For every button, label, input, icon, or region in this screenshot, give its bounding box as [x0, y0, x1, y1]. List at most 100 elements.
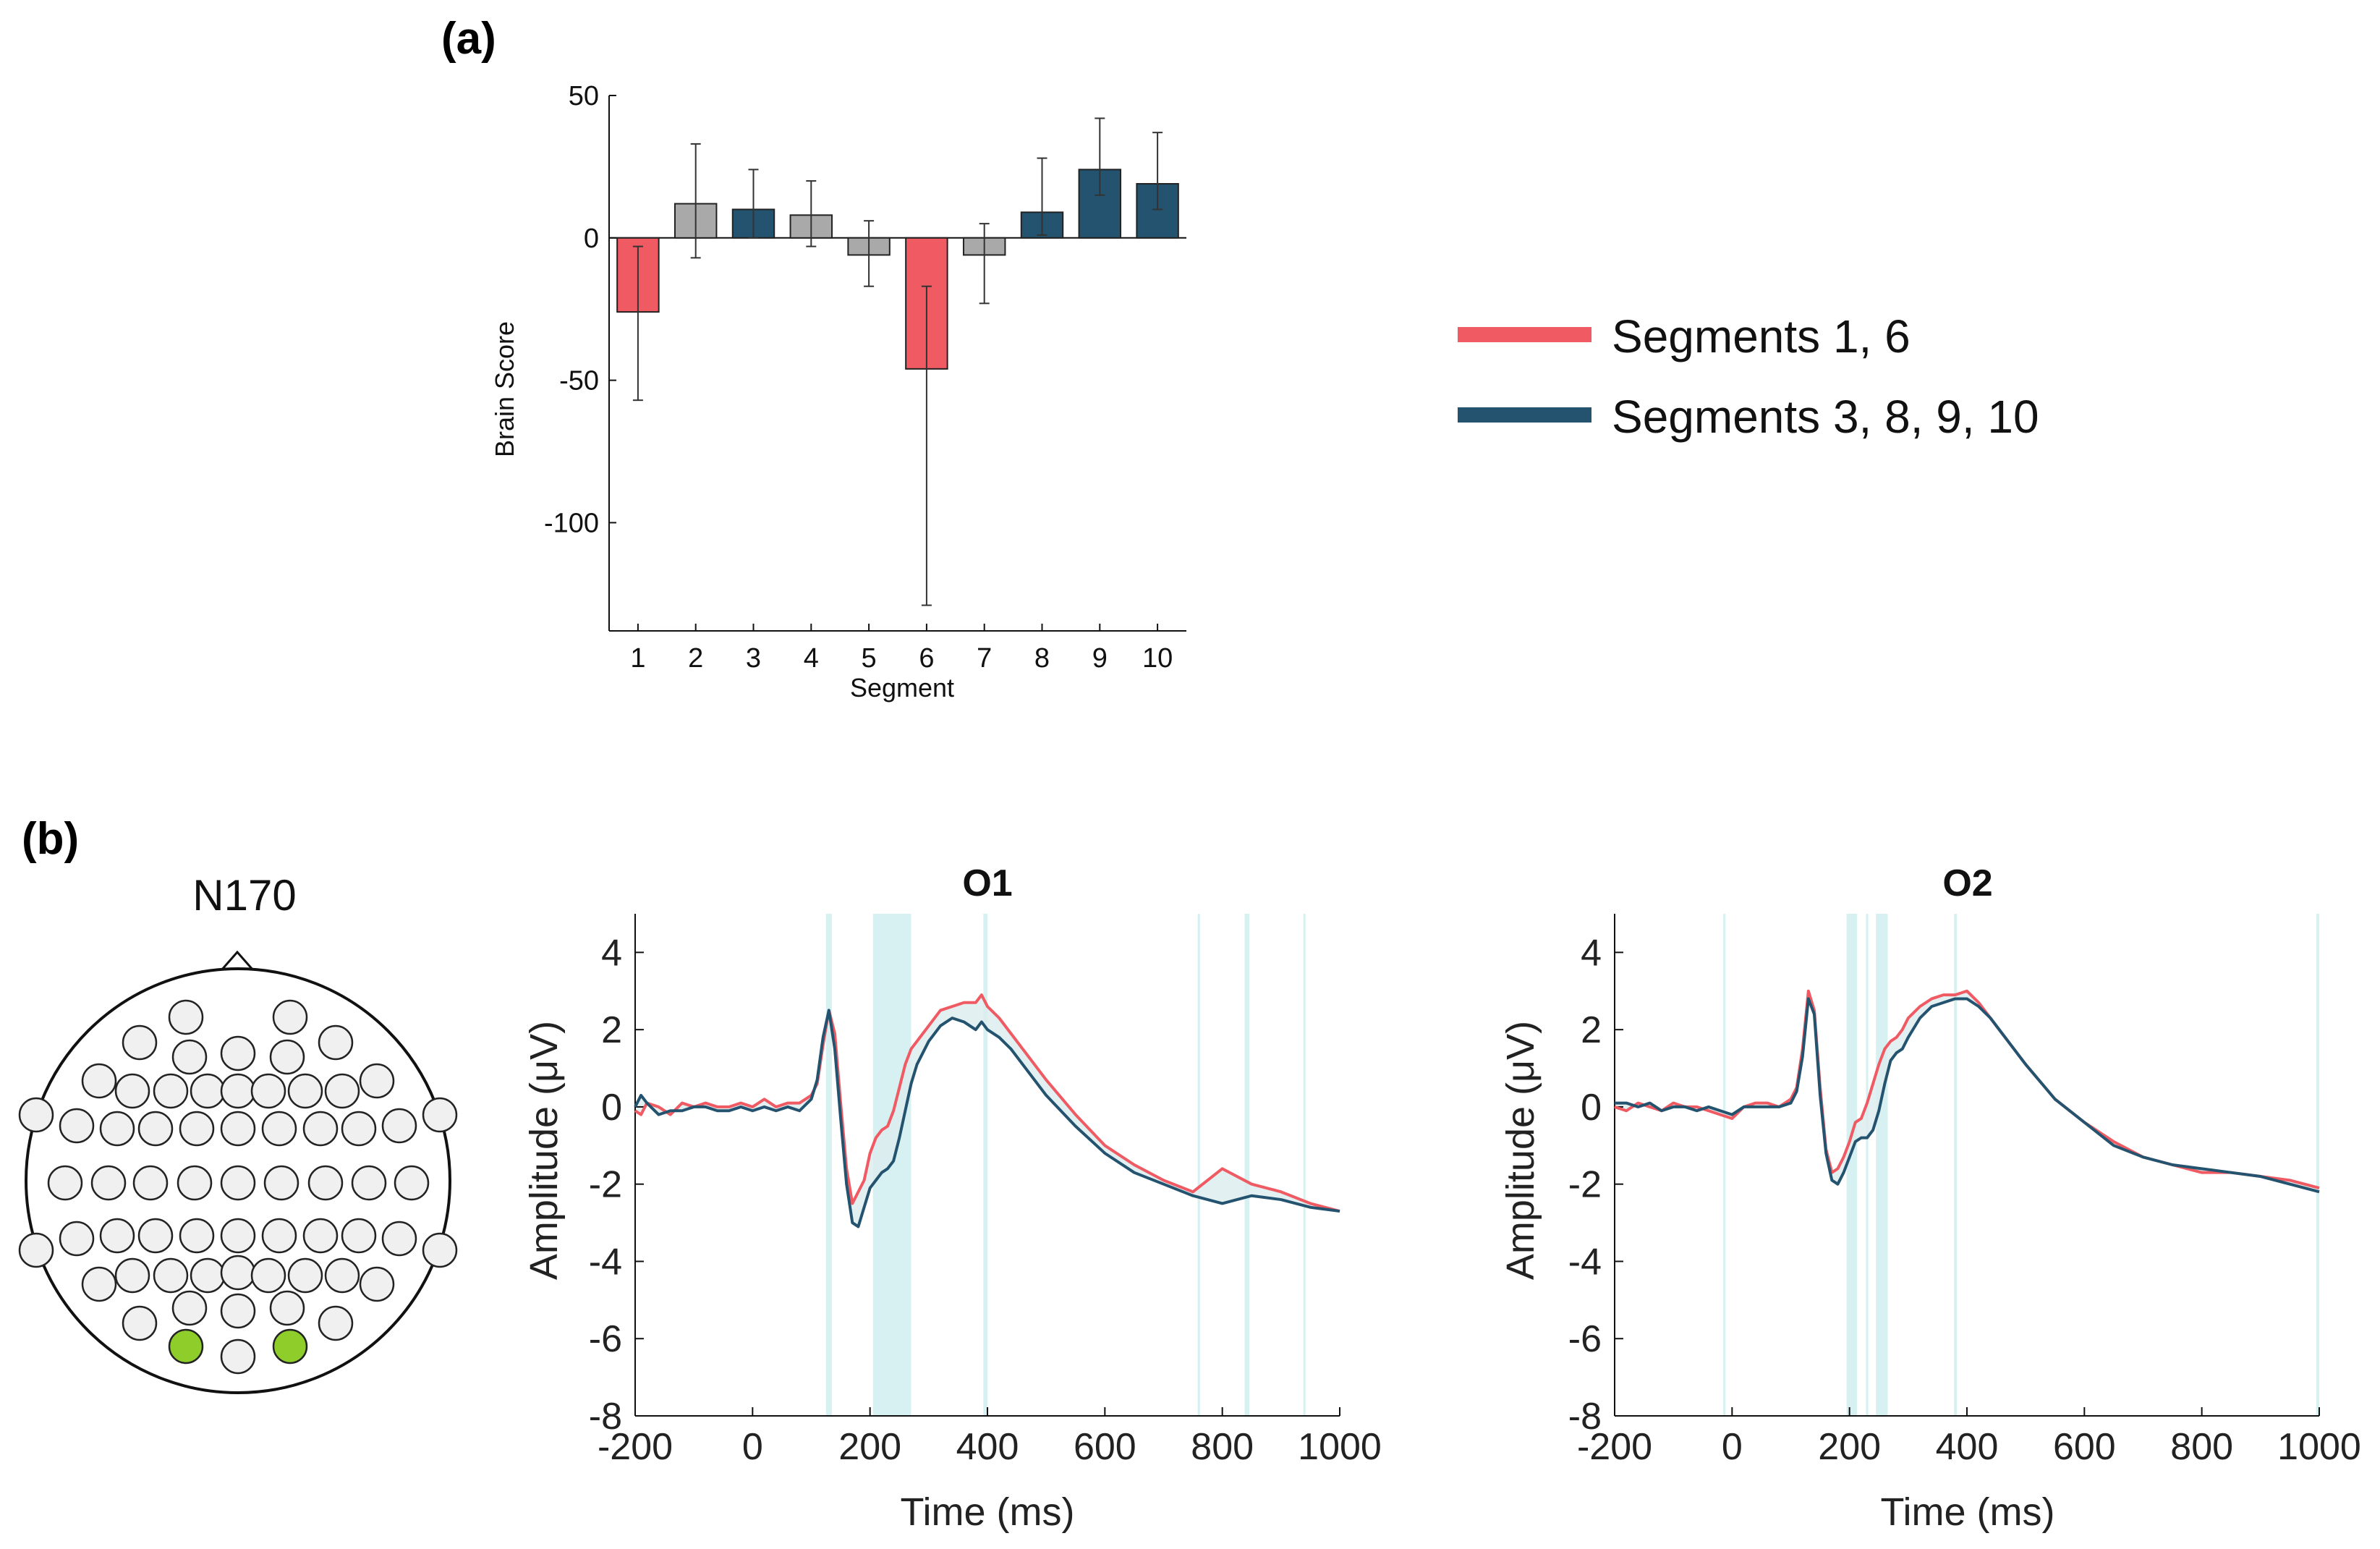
o2-xtick-label: 1000	[2277, 1426, 2361, 1468]
o1-ytick-label: 4	[601, 932, 622, 974]
electrode	[302, 1111, 339, 1147]
o1-ytick-label: -8	[589, 1396, 622, 1438]
o2-significance-band	[1954, 914, 1958, 1416]
electrode	[250, 1073, 286, 1109]
o1-ytick-label: 0	[601, 1087, 622, 1129]
electrode	[263, 1165, 299, 1201]
o2-significance-band	[1876, 914, 1888, 1416]
electrode	[381, 1108, 417, 1144]
bar-xtick-label: 2	[688, 643, 703, 674]
o2-significance-band	[2316, 914, 2319, 1416]
electrode	[220, 1111, 256, 1147]
electrode	[394, 1165, 430, 1201]
electrode	[341, 1111, 377, 1147]
electrode	[269, 1039, 305, 1075]
electrode	[351, 1165, 387, 1201]
electrode	[381, 1221, 417, 1257]
electrode	[220, 1218, 256, 1254]
o2-xtick-label: 600	[2053, 1426, 2116, 1468]
bar-xtick-label: 1	[630, 643, 645, 674]
o2-ytick-label: 4	[1581, 932, 1602, 974]
legend-swatch-blue	[1458, 407, 1591, 423]
o1-xtick-label: 0	[742, 1426, 763, 1468]
electrode	[179, 1218, 215, 1254]
electrode	[220, 1035, 256, 1071]
legend-swatch-red	[1458, 327, 1591, 342]
o2-xtick-label: -200	[1577, 1426, 1652, 1468]
bar-ytick-label: 50	[569, 81, 599, 111]
electrode	[90, 1165, 127, 1201]
o2-xtick-label: 800	[2170, 1426, 2233, 1468]
electrode	[137, 1111, 174, 1147]
o1-xtick-label: 600	[1074, 1426, 1136, 1468]
o2-series-segments-3-8-9-10	[1615, 997, 2320, 1194]
erp-o2-ylabel: Amplitude (μV)	[1499, 1021, 1542, 1280]
electrode	[287, 1073, 323, 1109]
o2-significance-band	[1846, 914, 1858, 1416]
electrode	[190, 1257, 226, 1294]
electrode	[250, 1257, 286, 1294]
electrode	[18, 1232, 54, 1268]
o2-significance-band	[1866, 914, 1869, 1416]
bar-xtick-label: 7	[977, 643, 992, 674]
legend-label-blue: Segments 3, 8, 9, 10	[1612, 391, 2039, 443]
electrode	[261, 1111, 297, 1147]
electrode	[324, 1073, 360, 1109]
electrode	[47, 1165, 83, 1201]
electrode	[324, 1257, 360, 1294]
bar-xtick-label: 9	[1092, 643, 1108, 674]
electrode	[122, 1024, 158, 1061]
electrode	[137, 1218, 174, 1254]
topo-head: N170	[18, 871, 458, 1394]
bar-xtick-label: 6	[919, 643, 934, 674]
o1-series-segments-1-6	[634, 993, 1340, 1213]
electrode	[422, 1097, 458, 1133]
bar-xtick-label: 8	[1034, 643, 1050, 674]
o2-xtick-label: 200	[1818, 1426, 1881, 1468]
electrode	[171, 1039, 208, 1075]
o1-ytick-label: -2	[589, 1164, 622, 1206]
nose-marker	[220, 950, 255, 971]
o1-ytick-label: -4	[589, 1241, 622, 1283]
electrode	[302, 1218, 339, 1254]
electrode	[422, 1232, 458, 1268]
bar-xlabel: Segment	[850, 673, 954, 703]
o1-significance-band	[1303, 914, 1306, 1416]
electrode	[177, 1165, 213, 1201]
panel-b-label: (b)	[22, 814, 79, 864]
electrode-o1-highlight	[168, 1328, 204, 1365]
electrode	[81, 1266, 117, 1302]
bar-xtick-label: 3	[746, 643, 761, 674]
electrode	[269, 1290, 305, 1326]
erp-o2-plot: O2 Time (ms) Amplitude (μV) 4 2 0 -2 -4 -6 -8-…	[1499, 862, 2361, 1534]
electrode	[220, 1073, 256, 1109]
electrode	[359, 1063, 395, 1099]
electrode	[341, 1218, 377, 1254]
bar-xtick-label: 5	[862, 643, 877, 674]
o1-xtick-label: -200	[598, 1426, 673, 1468]
o1-significance-band	[1244, 914, 1250, 1416]
o2-ytick-label: 2	[1581, 1009, 1602, 1051]
erp-o2-xlabel: Time (ms)	[1881, 1490, 2055, 1534]
electrode	[318, 1305, 354, 1341]
legend-label-red: Segments 1, 6	[1612, 310, 1911, 362]
electrode	[190, 1073, 226, 1109]
erp-o2-title: O2	[1942, 862, 1992, 904]
o1-xtick-label: 200	[838, 1426, 901, 1468]
o2-series-segments-1-6	[1614, 989, 2320, 1189]
electrode	[220, 1255, 256, 1291]
electrode	[220, 1293, 256, 1329]
panel-a-label: (a)	[441, 14, 496, 64]
o2-xtick-label: 400	[1936, 1426, 1999, 1468]
electrode	[18, 1097, 54, 1133]
electrode	[99, 1111, 135, 1147]
o1-xtick-label: 400	[956, 1426, 1019, 1468]
electrode	[168, 999, 204, 1035]
electrode	[122, 1305, 158, 1341]
erp-o1-ylabel: Amplitude (μV)	[522, 1021, 566, 1280]
electrode	[171, 1290, 208, 1326]
electrode	[272, 999, 308, 1035]
bar-xtick-label: 10	[1142, 643, 1173, 674]
electrode-o2-highlight	[272, 1328, 308, 1365]
